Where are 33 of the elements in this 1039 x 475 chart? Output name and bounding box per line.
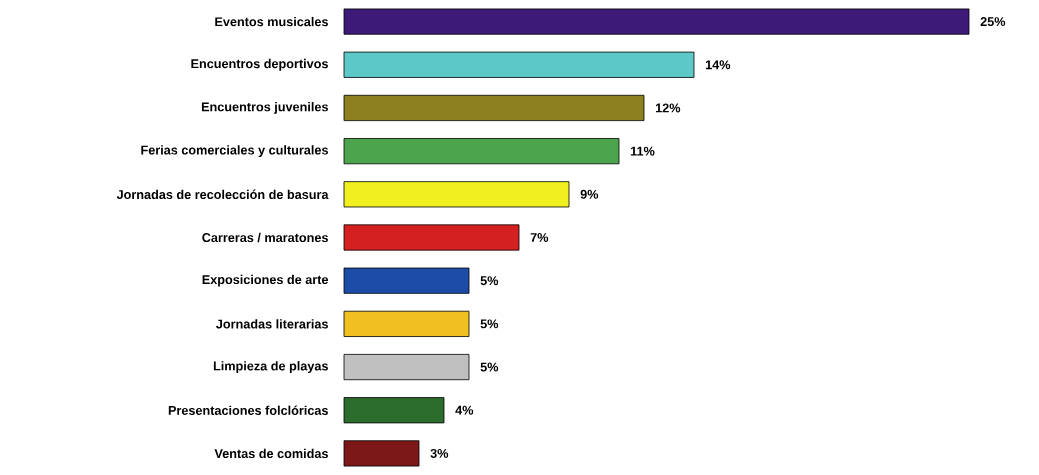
- data-label: 9%: [580, 189, 599, 199]
- bar: [343, 353, 470, 381]
- y-tick-label: Ventas de comidas: [214, 448, 328, 459]
- bar: [343, 397, 445, 424]
- data-label: 5%: [480, 319, 499, 329]
- data-label: 11%: [630, 146, 655, 156]
- bar: [343, 138, 620, 165]
- bar: [343, 8, 970, 35]
- data-label: 25%: [980, 17, 1006, 27]
- bar: [343, 94, 645, 122]
- data-label: 12%: [655, 103, 681, 113]
- y-tick-label: Jornadas literarias: [216, 319, 328, 329]
- bar: [343, 440, 420, 467]
- data-label: 14%: [705, 60, 731, 70]
- y-tick-label: Exposiciones de arte: [202, 274, 329, 287]
- bar: [343, 267, 470, 294]
- y-tick-label: Limpieza de playas: [213, 361, 328, 373]
- bar: [343, 181, 570, 208]
- data-label: 3%: [430, 448, 449, 458]
- bar: [343, 310, 470, 337]
- y-tick-label: Encuentros deportivos: [191, 58, 328, 71]
- data-label: 7%: [530, 233, 549, 242]
- data-label: 5%: [480, 276, 499, 286]
- data-label: 5%: [480, 362, 499, 372]
- y-tick-label: Carreras / maratones: [202, 232, 328, 243]
- y-tick-label: Presentaciones folclóricas: [168, 405, 328, 415]
- y-tick-label: Jornadas de recolección de basura: [116, 189, 329, 200]
- y-tick-label: Ferias comerciales y culturales: [141, 145, 328, 158]
- y-tick-label: Eventos musicales: [215, 16, 328, 27]
- data-label: 4%: [455, 405, 474, 415]
- y-tick-label: Encuentros juveniles: [201, 102, 328, 114]
- bar: [343, 51, 695, 78]
- bar: [343, 224, 520, 251]
